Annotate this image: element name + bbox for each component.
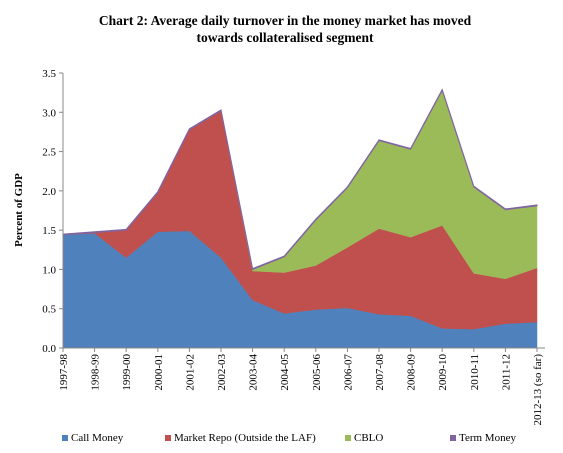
legend-swatch (450, 435, 456, 441)
y-tick-label: 2.0 (42, 186, 56, 198)
x-tick-label: 2002-03 (216, 354, 228, 391)
legend-label: CBLO (354, 432, 383, 444)
x-tick-label: 2009-10 (437, 354, 449, 391)
chart-title: Chart 2: Average daily turnover in the m… (98, 13, 472, 45)
legend-label: Market Repo (Outside the LAF) (174, 432, 316, 444)
y-tick-label: 1.0 (42, 264, 56, 276)
y-tick-label: 3.0 (42, 107, 56, 119)
x-tick-label: 2008-09 (406, 354, 418, 391)
legend-label: Term Money (459, 432, 516, 444)
y-tick-label: 3.5 (42, 68, 56, 80)
legend-swatch (345, 435, 351, 441)
legend-swatch (62, 435, 68, 441)
x-tick-label: 2003-04 (248, 354, 260, 391)
x-tick-label: 2007-08 (374, 354, 386, 391)
y-axis-label: Percent of GDP (13, 173, 25, 247)
x-tick-label: 2011-12 (500, 354, 512, 390)
x-tick-label: 1997-98 (58, 354, 70, 391)
y-tick-label: 0.5 (42, 304, 56, 316)
x-tick-label: 2012-13 (so far) (532, 354, 544, 426)
x-tick-label: 1998-99 (90, 354, 102, 391)
x-tick-label: 2005-06 (311, 354, 323, 391)
x-tick-label: 2004-05 (279, 354, 291, 391)
y-tick-label: 0.0 (42, 343, 56, 355)
y-tick-label: 2.5 (42, 147, 56, 159)
x-tick-label: 2000-01 (153, 354, 165, 391)
x-tick-label: 1999-00 (121, 354, 133, 391)
legend-swatch (165, 435, 171, 441)
x-tick-label: 2001-02 (184, 354, 196, 391)
y-tick-label: 1.5 (42, 225, 56, 237)
legend-label: Call Money (71, 432, 124, 444)
x-tick-label: 2006-07 (342, 354, 354, 391)
x-tick-label: 2010-11 (469, 354, 481, 390)
area (62, 88, 538, 271)
